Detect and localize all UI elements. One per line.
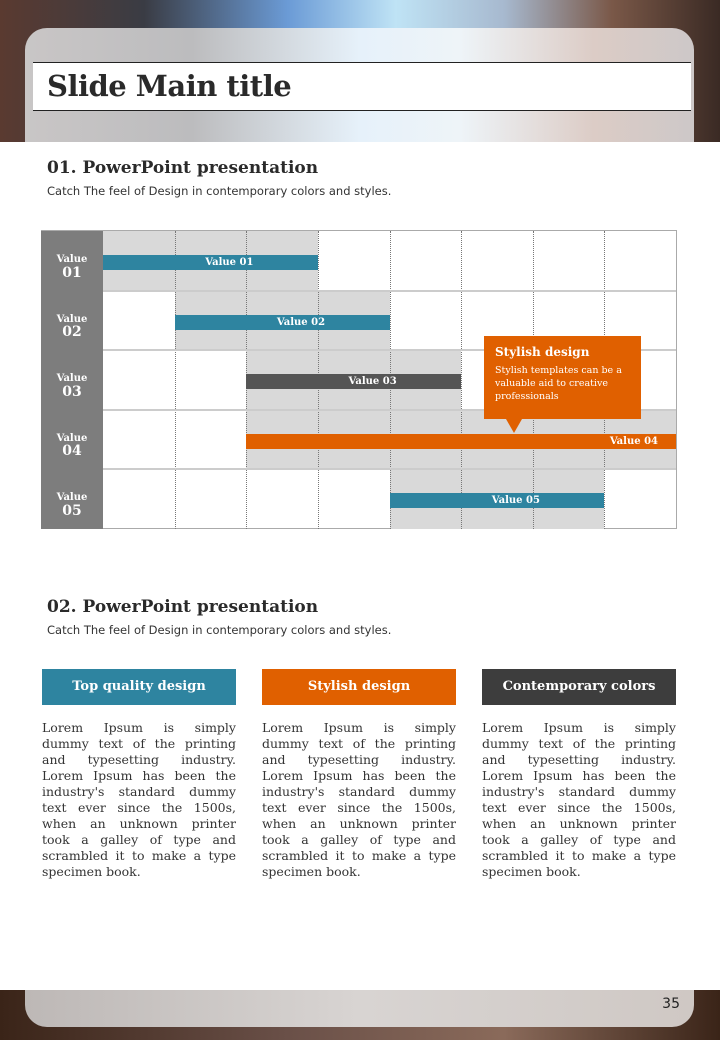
- row-label-top: Value: [56, 492, 88, 504]
- gantt-bar: Value 04: [246, 433, 676, 449]
- row-label-top: Value: [56, 432, 88, 444]
- row-label: Value 04: [41, 427, 103, 460]
- callout-stylish-design: Stylish design Stylish templates can be …: [484, 336, 641, 433]
- feature-text-2: Lorem Ipsum is simply dummy text of the …: [262, 720, 456, 879]
- row-label-top: Value: [56, 313, 88, 325]
- gantt-bar: Value 03: [246, 374, 462, 390]
- row-divider: [103, 408, 676, 411]
- row-label-number: 01: [62, 264, 82, 281]
- feature-header-1: Top quality design: [42, 669, 236, 705]
- section-1-heading: 01. PowerPoint presentation: [47, 158, 319, 178]
- section-1-subtitle: Catch The feel of Design in contemporary…: [47, 184, 392, 198]
- feature-column-1: Top quality design Lorem Ipsum is simply…: [42, 669, 236, 880]
- gantt-plot: Value 01 Value 02 Value 03 Value 04 Value 05: [103, 231, 676, 529]
- section-2: 02. PowerPoint presentation Catch The fe…: [47, 597, 391, 637]
- row-label: Value 02: [41, 308, 103, 341]
- row-label: Value 05: [41, 486, 103, 519]
- row-label-top: Value: [56, 254, 88, 265]
- section-2-heading: 02. PowerPoint presentation: [47, 597, 319, 617]
- slide-title: Slide Main title: [47, 69, 292, 103]
- section-2-subtitle: Catch The feel of Design in contemporary…: [47, 623, 392, 637]
- feature-column-2: Stylish design Lorem Ipsum is simply dum…: [262, 669, 456, 880]
- row-label-top: Value: [56, 373, 88, 385]
- row-label-number: 03: [62, 383, 82, 400]
- row-label-number: 05: [62, 502, 82, 519]
- row-divider: [103, 468, 676, 471]
- feature-text-3: Lorem Ipsum is simply dummy text of the …: [482, 720, 676, 879]
- row-label-number: 04: [62, 443, 82, 460]
- row-label: Value 01: [41, 248, 103, 281]
- row-divider: [103, 289, 676, 292]
- page-number: 35: [662, 996, 680, 1012]
- gantt-bar: Value 02: [174, 314, 390, 330]
- row-label-number: 02: [62, 324, 82, 341]
- feature-column-3: Contemporary colors Lorem Ipsum is simpl…: [482, 669, 676, 880]
- feature-header-2: Stylish design: [262, 669, 456, 705]
- row-label: Value 03: [41, 367, 103, 400]
- gantt-chart: Value 01 Value 02 Value 03 Value 04 Value 05 Valu…: [41, 230, 677, 529]
- callout-text: Stylish templates can be a valuable aid …: [495, 365, 622, 402]
- section-1: 01. PowerPoint presentation Catch The fe…: [47, 158, 391, 198]
- gantt-bar: Value 05: [389, 493, 605, 509]
- grid-line: [174, 231, 176, 529]
- gantt-bar: Value 01: [103, 255, 318, 270]
- row-labels: Value 01 Value 02 Value 03 Value 04 Value 05: [41, 231, 103, 529]
- feature-text-1: Lorem Ipsum is simply dummy text of the …: [42, 720, 236, 879]
- feature-header-3: Contemporary colors: [482, 669, 676, 705]
- grid-line: [461, 231, 463, 529]
- callout-title: Stylish design: [495, 345, 590, 359]
- title-bar: Slide Main title: [33, 62, 691, 111]
- footer-card: 35: [25, 990, 694, 1027]
- row-divider: [103, 349, 676, 352]
